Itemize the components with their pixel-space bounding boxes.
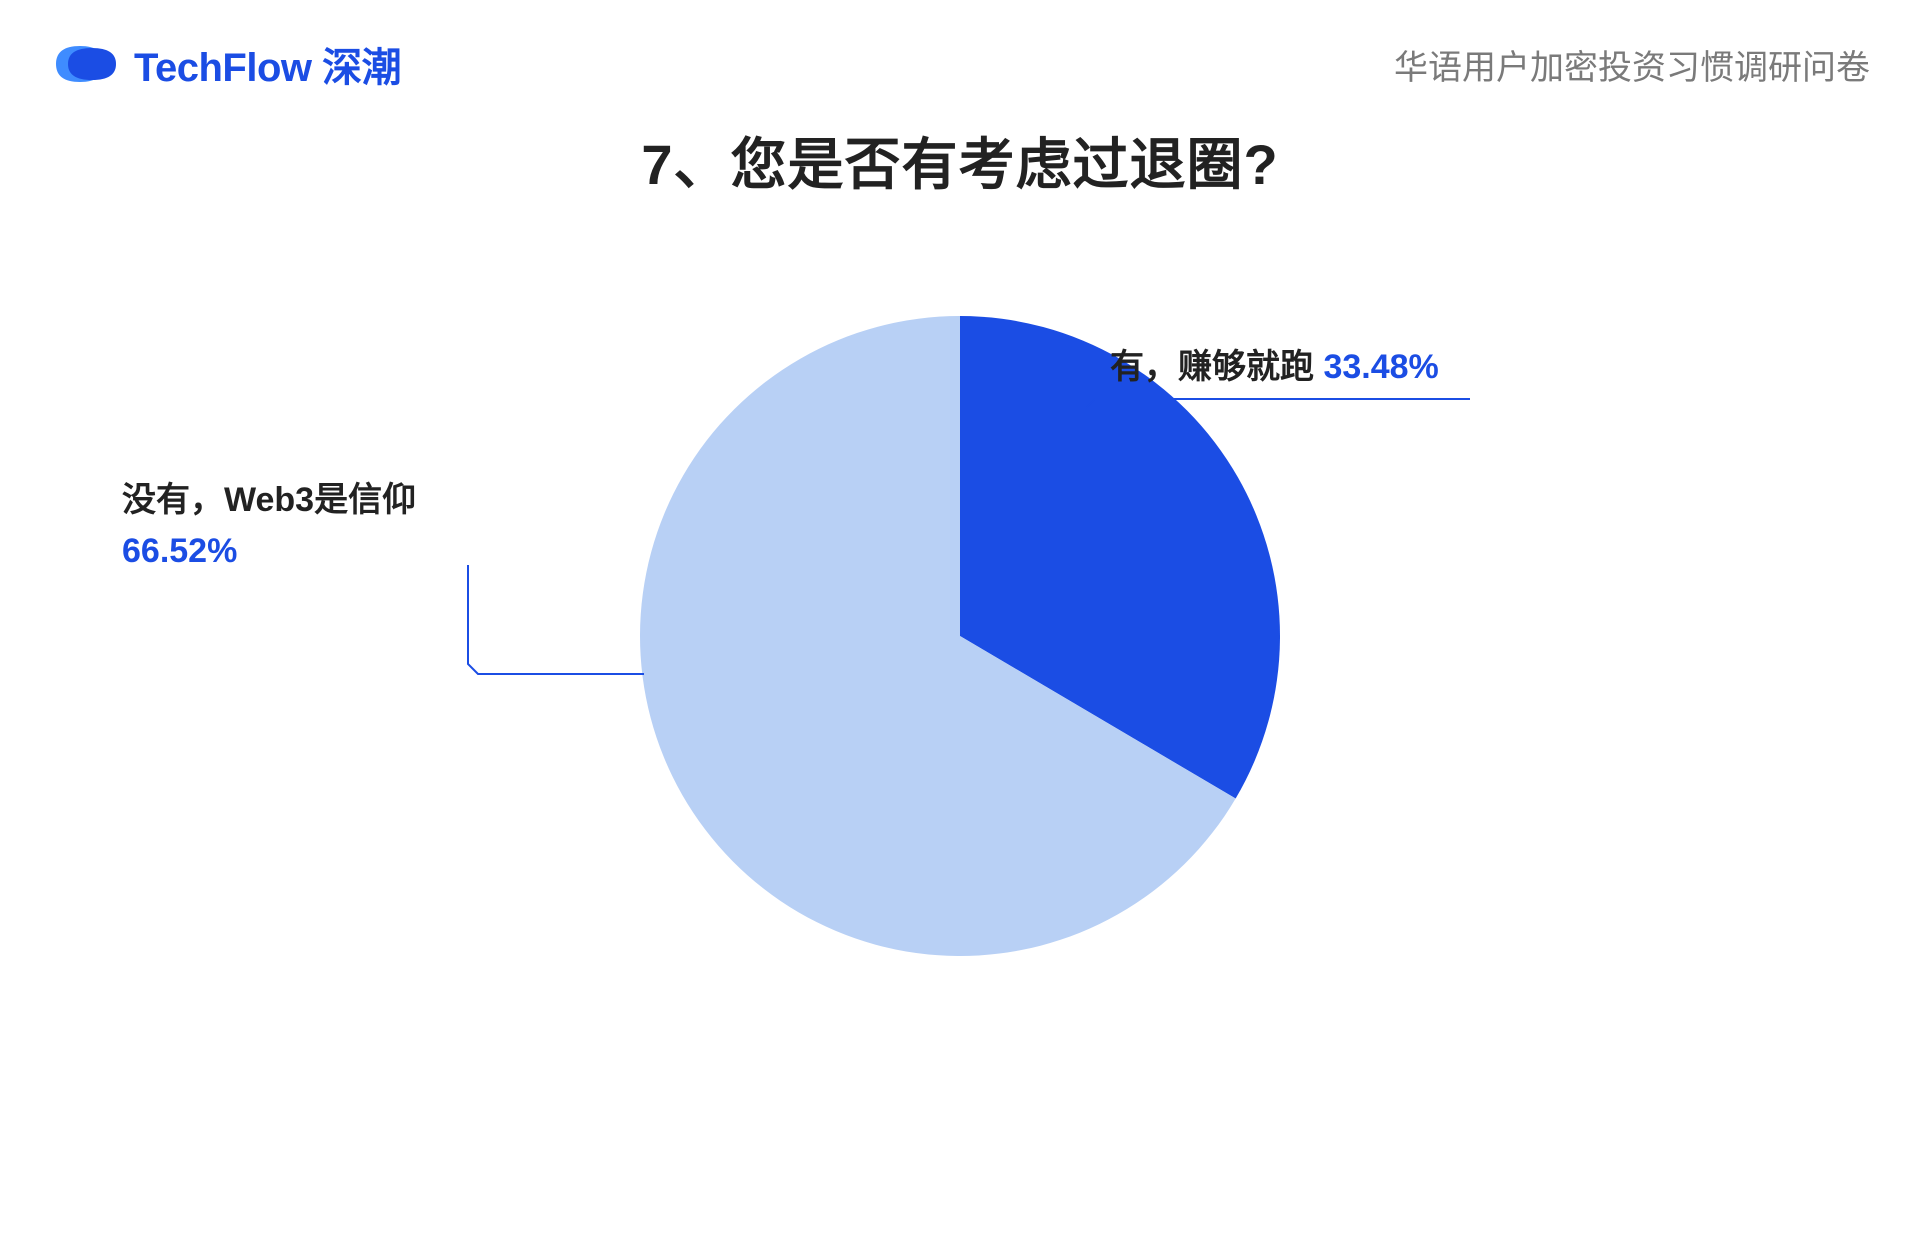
header-subtitle: 华语用户加密投资习惯调研问卷	[1394, 40, 1870, 89]
slice-label-yes: 有，赚够就跑 33.48%	[1110, 342, 1439, 393]
logo: TechFlow 深潮	[50, 35, 401, 93]
slice-label-yes-text: 有，赚够就跑	[1110, 348, 1314, 386]
header: TechFlow 深潮 华语用户加密投资习惯调研问卷	[50, 35, 1870, 93]
logo-text: TechFlow 深潮	[134, 35, 401, 93]
slice-label-no-text: 没有，Web3是信仰	[122, 481, 416, 519]
leader-line-left	[0, 280, 1920, 1000]
slice-label-no: 没有，Web3是信仰 66.52%	[122, 475, 472, 577]
chart-title: 7、您是否有考虑过退圈?	[0, 120, 1920, 201]
slice-label-yes-percent: 33.48%	[1323, 348, 1438, 386]
pie-chart: 有，赚够就跑 33.48% 没有，Web3是信仰 66.52%	[0, 280, 1920, 1000]
slice-label-no-percent: 66.52%	[122, 532, 237, 570]
techflow-logo-icon	[50, 42, 122, 86]
